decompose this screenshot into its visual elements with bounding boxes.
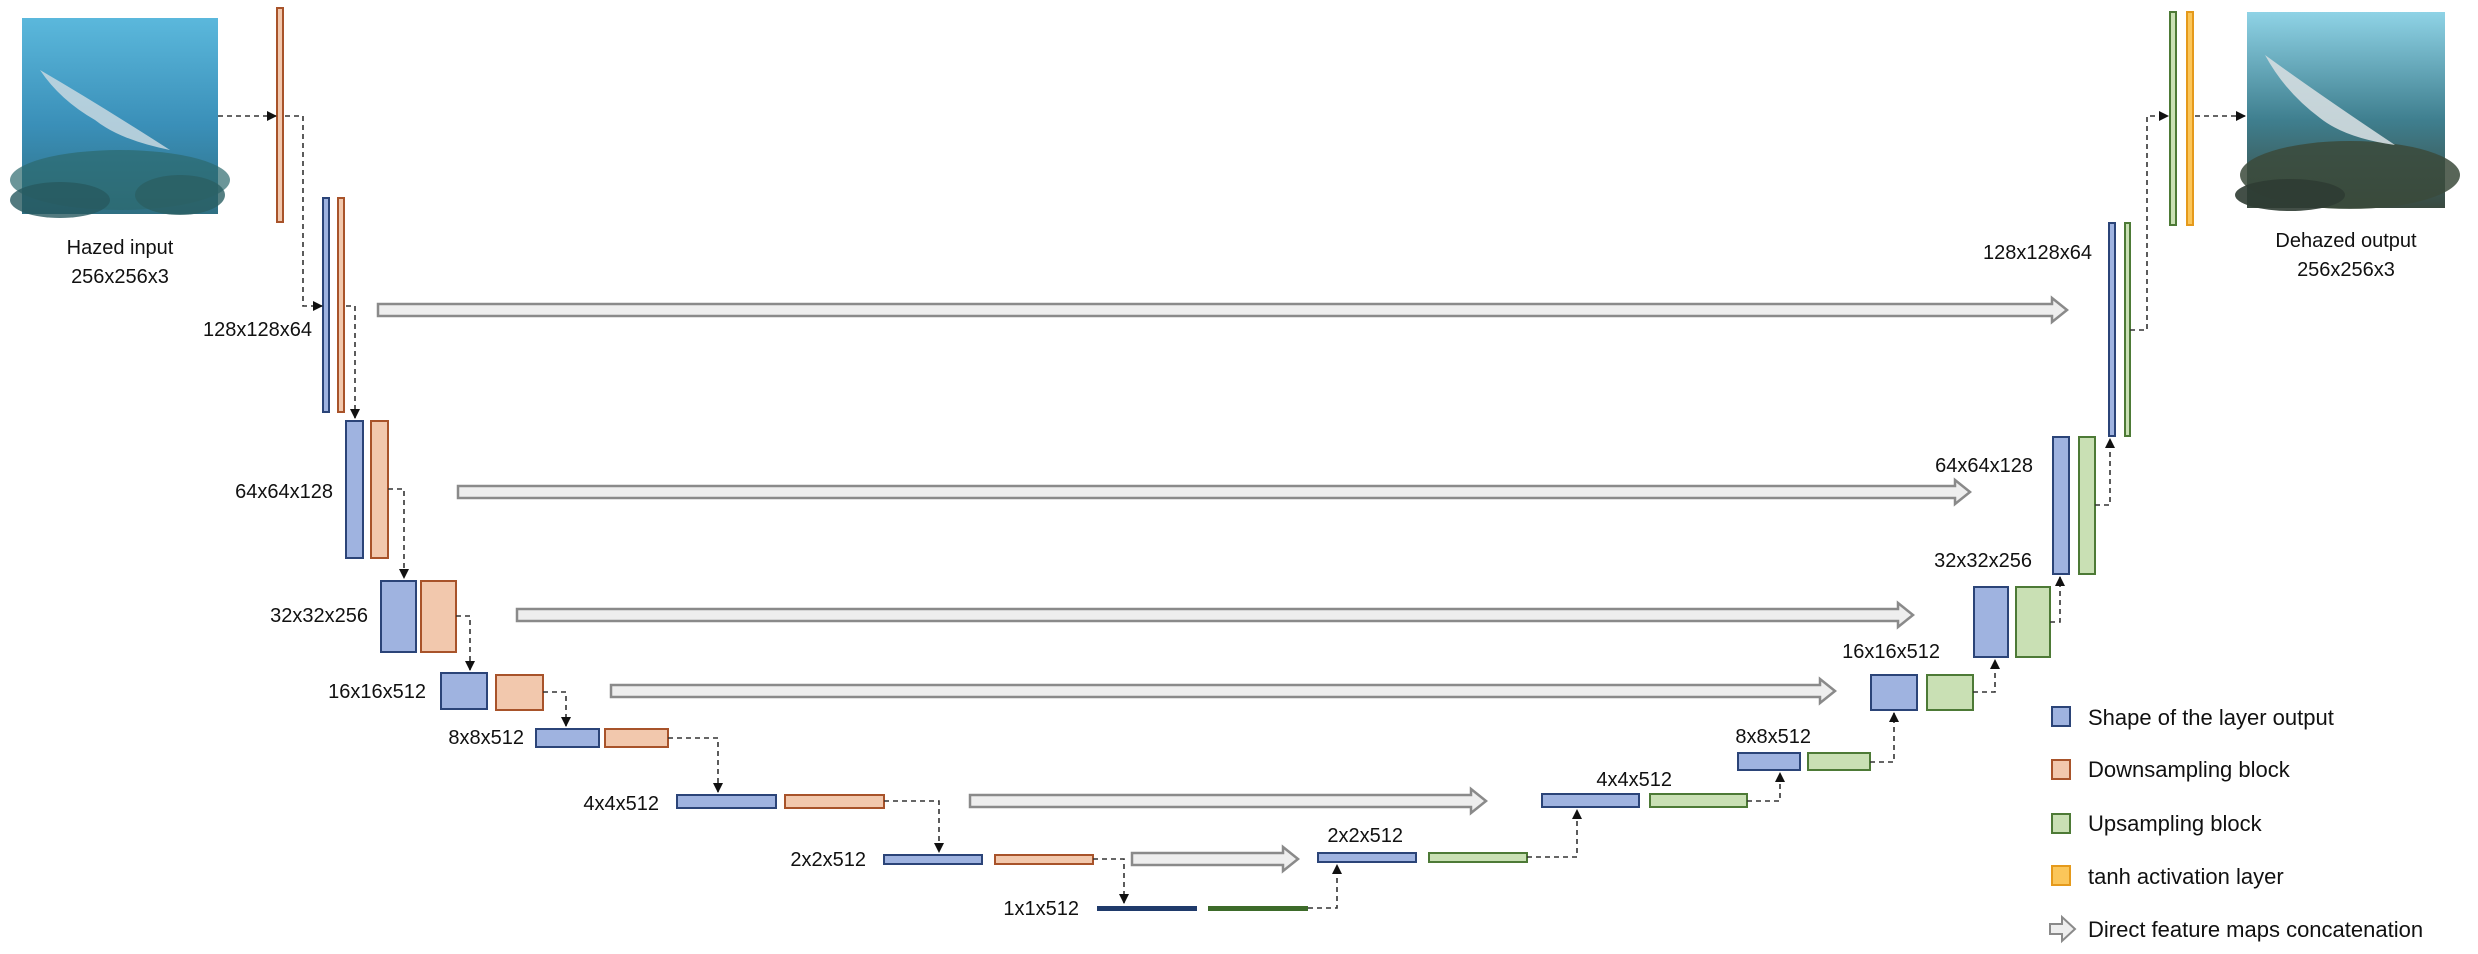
decoder-label: 128x128x64 <box>1983 242 2092 264</box>
flow-arrow <box>285 115 323 311</box>
flow-arrow <box>1093 858 1129 904</box>
flow-arrow <box>884 800 944 853</box>
layer-output <box>345 420 364 559</box>
decoder-label: 16x16x512 <box>1842 641 1940 663</box>
layer-output <box>676 794 777 809</box>
flow-arrow <box>1527 809 1582 858</box>
legend-label: tanh activation layer <box>2088 864 2284 889</box>
encoder-label: 64x64x128 <box>235 481 333 503</box>
up-block <box>2015 586 2051 658</box>
legend-label: Downsampling block <box>2088 757 2291 782</box>
bottleneck-up <box>1208 906 1308 911</box>
legend-swatch-concat-arrow <box>2049 914 2077 944</box>
skip-arrow <box>968 786 1489 816</box>
layer-output <box>1737 752 1801 771</box>
legend-label: Shape of the layer output <box>2088 705 2334 730</box>
skip-arrow <box>1130 844 1301 874</box>
hazed-input-image <box>10 18 230 218</box>
layer-output <box>2108 222 2116 437</box>
flow-arrow <box>2095 438 2115 506</box>
output-dims: 256x256x3 <box>2297 259 2395 281</box>
legend-swatch-layer-output <box>2051 706 2071 727</box>
legend-label: Upsampling block <box>2088 811 2263 836</box>
legend-swatch-tanh <box>2051 865 2071 886</box>
legend-swatch-upsampling <box>2051 813 2071 834</box>
down-block <box>784 794 885 809</box>
down-block <box>370 420 389 559</box>
legend-label: Direct feature maps concatenation <box>2088 917 2423 942</box>
input-label: Hazed input <box>67 237 174 259</box>
layer-output <box>2052 436 2070 575</box>
decoder-blocks <box>1317 11 2194 863</box>
flow-connectors <box>218 111 2246 909</box>
encoder-label: 32x32x256 <box>270 605 368 627</box>
layer-output <box>322 197 330 413</box>
up-block <box>1926 674 1974 711</box>
flow-arrow <box>1973 659 2000 693</box>
input-dims: 256x256x3 <box>71 266 169 288</box>
flow-arrow <box>388 488 409 579</box>
layer-output <box>1973 586 2009 658</box>
up-block <box>1807 752 1871 771</box>
legend-swatch-downsampling <box>2051 759 2071 780</box>
up-block <box>2124 222 2131 437</box>
encoder-label: 2x2x512 <box>790 849 866 871</box>
down-block <box>604 728 669 748</box>
dehazed-output-image <box>2235 12 2460 211</box>
down-block <box>276 7 284 223</box>
skip-arrow <box>609 676 1838 706</box>
down-block <box>994 854 1094 865</box>
encoder-blocks <box>276 7 1308 911</box>
encoder-label: 1x1x512 <box>1003 898 1079 920</box>
layer-output <box>535 728 600 748</box>
flow-arrow <box>456 615 475 671</box>
layer-output <box>883 854 983 865</box>
down-block <box>420 580 457 653</box>
encoder-label: 16x16x512 <box>328 681 426 703</box>
flow-arrow <box>346 305 360 419</box>
skip-arrow <box>456 477 1973 507</box>
flow-arrow <box>1747 772 1785 802</box>
flow-arrow <box>668 737 723 793</box>
layer-output <box>1317 852 1417 863</box>
flow-arrow <box>543 691 571 727</box>
layer-output <box>380 580 417 653</box>
tanh-layer <box>2186 11 2194 226</box>
layer-output <box>1870 674 1918 711</box>
down-block <box>495 674 544 711</box>
encoder-label: 8x8x512 <box>448 727 524 749</box>
encoder-dimension-labels: 128x128x64 64x64x128 32x32x256 16x16x512… <box>203 319 1079 920</box>
decoder-label: 2x2x512 <box>1327 825 1403 847</box>
up-block <box>2078 436 2096 575</box>
up-block <box>1428 852 1528 863</box>
flow-arrow <box>2130 111 2169 331</box>
layer-output <box>1541 793 1640 808</box>
encoder-label: 128x128x64 <box>203 319 312 341</box>
bottleneck-output <box>1097 906 1197 911</box>
skip-connections <box>376 295 2070 874</box>
decoder-label: 64x64x128 <box>1935 455 2033 477</box>
layer-output <box>440 672 488 710</box>
flow-arrow <box>1308 864 1342 909</box>
up-block <box>2169 11 2177 226</box>
down-block <box>337 197 345 413</box>
legend: Shape of the layer output Downsampling b… <box>2049 705 2423 944</box>
up-block <box>1649 793 1748 808</box>
flow-arrow <box>1870 712 1899 763</box>
decoder-label: 8x8x512 <box>1735 726 1811 748</box>
encoder-label: 4x4x512 <box>583 793 659 815</box>
decoder-dimension-labels: 128x128x64 64x64x128 32x32x256 16x16x512… <box>1327 242 2092 847</box>
decoder-label: 4x4x512 <box>1596 769 1672 791</box>
output-label: Dehazed output <box>2275 230 2417 252</box>
decoder-label: 32x32x256 <box>1934 550 2032 572</box>
skip-arrow <box>515 600 1916 630</box>
flow-arrow <box>2050 576 2065 623</box>
skip-arrow <box>376 295 2070 325</box>
